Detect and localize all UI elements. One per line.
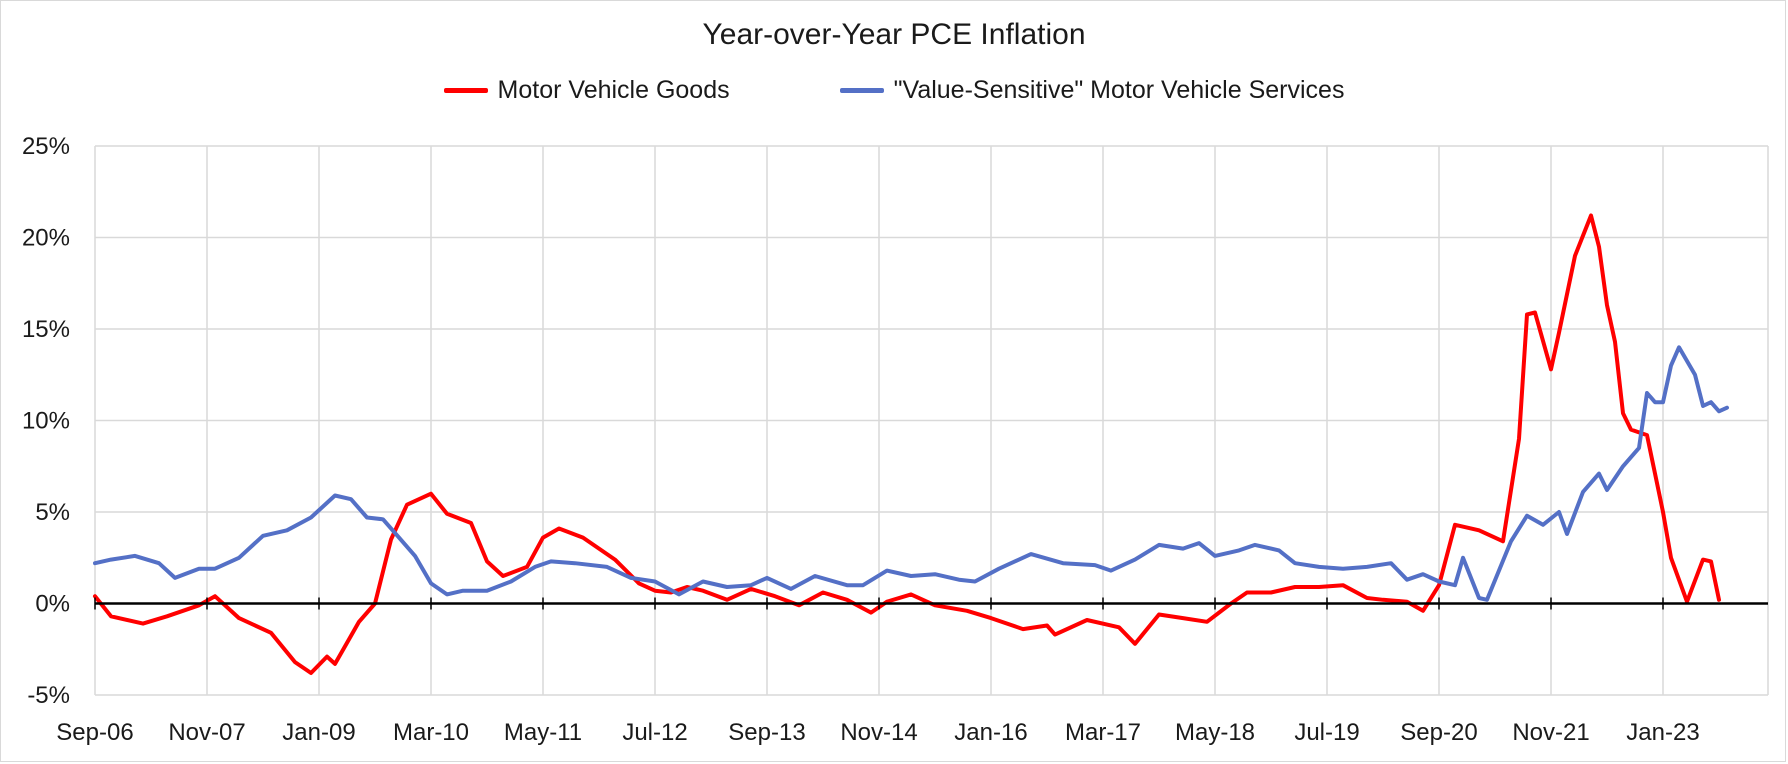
y-axis-tick-labels: -5% 0% 5% 10% 15% 20% 25% xyxy=(22,133,70,709)
gridlines xyxy=(94,145,1769,696)
y-tick-label: 20% xyxy=(22,225,70,252)
x-axis-tick-labels: Sep-06 Nov-07 Jan-09 Mar-10 May-11 Jul-12 Sep-… xyxy=(56,719,1699,746)
x-tick-label: Mar-10 xyxy=(393,719,469,746)
legend-label-motor-vehicle-goods: Motor Vehicle Goods xyxy=(497,76,730,104)
x-tick-label: May-18 xyxy=(1175,719,1255,746)
y-tick-label: 0% xyxy=(35,591,70,618)
x-tick-label: Jan-23 xyxy=(1626,719,1699,746)
x-tick-label: May-11 xyxy=(504,719,582,746)
legend-label-value-sensitive-services: "Value-Sensitive" Motor Vehicle Services xyxy=(893,76,1345,104)
chart-title: Year-over-Year PCE Inflation xyxy=(702,18,1086,51)
x-tick-label: Jan-09 xyxy=(282,719,355,746)
motor-vehicle-goods-line xyxy=(93,213,1721,675)
x-tick-label: Jul-19 xyxy=(1294,719,1359,746)
x-tick-label: Sep-20 xyxy=(1400,719,1477,746)
legend-item-motor-vehicle-goods: Motor Vehicle Goods xyxy=(443,76,730,105)
y-tick-label: 5% xyxy=(35,499,70,526)
series-lines xyxy=(93,213,1729,675)
y-tick-label: 10% xyxy=(22,408,70,435)
x-tick-label: Jan-16 xyxy=(954,719,1027,746)
zero-axis xyxy=(94,597,1768,610)
x-tick-label: Nov-07 xyxy=(168,719,245,746)
value-sensitive-services-line xyxy=(93,345,1729,602)
legend-item-value-sensitive-services: "Value-Sensitive" Motor Vehicle Services xyxy=(839,76,1345,105)
legend-swatch-value-sensitive-services xyxy=(839,88,884,93)
x-tick-label: Nov-14 xyxy=(840,719,917,746)
y-tick-label: 25% xyxy=(22,133,70,160)
y-tick-label: 15% xyxy=(22,316,70,343)
x-tick-label: Jul-12 xyxy=(622,719,687,746)
y-tick-label: -5% xyxy=(27,682,70,709)
legend-swatch-motor-vehicle-goods xyxy=(443,88,488,93)
chart-legend: Motor Vehicle Goods "Value-Sensitive" Mo… xyxy=(0,76,1788,105)
x-tick-label: Nov-21 xyxy=(1512,719,1589,746)
x-tick-label: Mar-17 xyxy=(1065,719,1141,746)
x-tick-label: Sep-13 xyxy=(728,719,805,746)
x-tick-label: Sep-06 xyxy=(56,719,133,746)
